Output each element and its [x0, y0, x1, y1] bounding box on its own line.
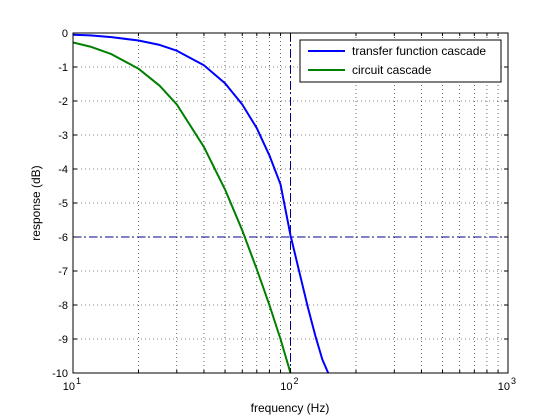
series-line-circuit-cascade [73, 41, 292, 373]
legend-box [299, 39, 502, 83]
y-tick-label: -7 [58, 266, 68, 278]
y-tick-label: -8 [58, 300, 68, 312]
y-tick-label: -4 [58, 164, 68, 176]
series-line-transfer-function-cascade [73, 33, 330, 373]
legend: transfer function cascade circuit cascad… [299, 39, 502, 83]
y-tick-label: -6 [58, 232, 68, 244]
x-tick-exponent: 2 [294, 376, 299, 386]
y-tick-label: -2 [58, 96, 68, 108]
x-tick-label: 10 [498, 381, 510, 393]
y-tick-label: -10 [52, 368, 68, 380]
x-tick-exponent: 3 [511, 376, 516, 386]
x-tick-exponent: 1 [76, 376, 81, 386]
y-axis-label: response (dB) [29, 165, 43, 240]
y-tick-label: -3 [58, 130, 68, 142]
y-tick-label: -9 [58, 334, 68, 346]
y-tick-label: -5 [58, 198, 68, 210]
x-tick-label: 10 [280, 381, 292, 393]
y-tick-label: -1 [58, 62, 68, 74]
y-tick-label: 0 [62, 28, 68, 40]
x-axis-label: frequency (Hz) [251, 401, 330, 415]
legend-label-transfer-function-cascade: transfer function cascade [352, 44, 486, 58]
x-tick-label: 10 [63, 381, 75, 393]
legend-label-circuit-cascade: circuit cascade [352, 63, 432, 77]
